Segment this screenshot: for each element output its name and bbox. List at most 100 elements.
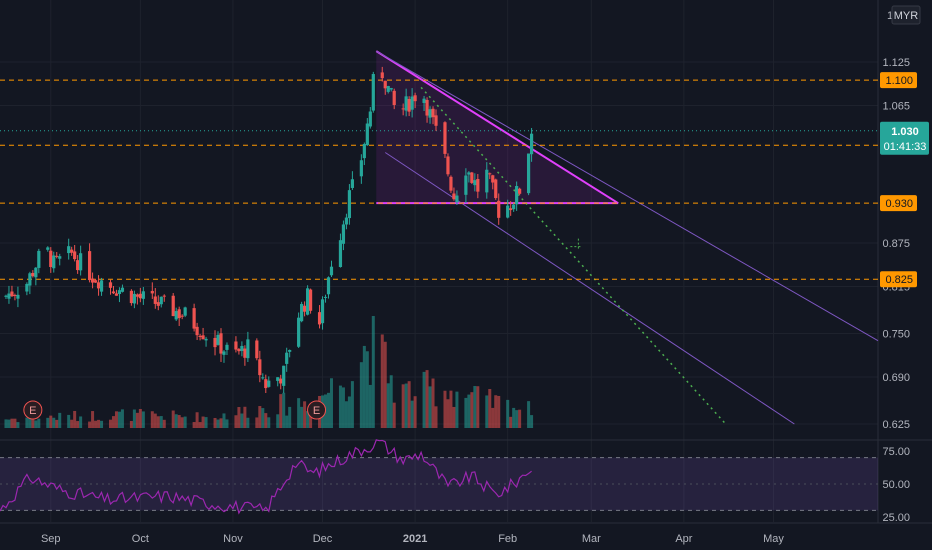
volume-bar xyxy=(213,417,217,428)
candle-body xyxy=(341,224,346,244)
candle-body xyxy=(55,255,59,257)
candle-body xyxy=(46,247,50,250)
candle-body xyxy=(326,277,331,295)
triangle-upper-trendline[interactable] xyxy=(375,50,619,205)
time-axis-label: Oct xyxy=(132,533,149,545)
candle-body xyxy=(96,282,101,289)
volume-bar xyxy=(76,421,80,428)
volume-bar xyxy=(192,422,196,428)
volume-bar xyxy=(485,395,489,428)
currency-label: MYR xyxy=(894,10,919,22)
volume-bar xyxy=(285,415,289,428)
volume-bar xyxy=(264,413,268,428)
volume-bar xyxy=(407,381,411,428)
volume-bar xyxy=(497,395,501,428)
candle-body xyxy=(288,350,292,352)
volume-bar xyxy=(261,408,265,428)
candle-body xyxy=(526,153,531,194)
candle-body xyxy=(108,282,113,288)
volume-bar xyxy=(222,413,226,428)
candle-body xyxy=(285,352,289,364)
volume-bar xyxy=(297,398,301,428)
candle-body xyxy=(485,169,489,193)
volume-bar xyxy=(518,409,522,428)
candle-body xyxy=(383,80,387,89)
volume-bar xyxy=(156,416,160,428)
earnings-marker-icon[interactable] xyxy=(307,400,327,420)
candle-body xyxy=(135,294,139,297)
volume-bar xyxy=(198,422,202,428)
volume-bar xyxy=(434,406,438,428)
candle-body xyxy=(282,365,286,386)
price-axis-tick-label: 1.125 xyxy=(882,57,910,69)
candle-body xyxy=(404,96,408,111)
candle-body xyxy=(49,250,53,267)
volume-bar xyxy=(183,416,187,428)
volume-bar xyxy=(476,386,480,428)
volume-bar xyxy=(452,406,456,428)
level-price-tag-label: 1.100 xyxy=(885,75,913,87)
volume-bar xyxy=(138,408,142,428)
channel-line[interactable] xyxy=(376,50,879,342)
volume-bar xyxy=(443,390,447,428)
candle-body xyxy=(359,160,363,177)
volume-bar xyxy=(58,412,62,428)
volume-bar xyxy=(153,413,157,428)
volume-bar xyxy=(204,417,208,428)
volume-bar xyxy=(300,406,304,428)
volume-bar xyxy=(413,396,417,428)
candle-body xyxy=(219,333,223,354)
candle-body xyxy=(410,96,414,110)
candle-body xyxy=(386,86,390,92)
candle-body xyxy=(506,205,510,218)
candle-body xyxy=(7,293,11,299)
candle-body xyxy=(494,179,498,199)
candle-body xyxy=(329,266,334,276)
currency-button[interactable] xyxy=(891,5,921,25)
volume-bar xyxy=(28,418,32,428)
candle-body xyxy=(509,208,513,211)
volume-bar xyxy=(431,378,435,428)
price-axis-label-partial: 1 xyxy=(887,10,893,22)
candle-body xyxy=(276,377,280,381)
price-axis-tick-label: 0.875 xyxy=(882,238,910,250)
candle-body xyxy=(497,200,501,218)
volume-bar xyxy=(338,385,342,428)
candle-body xyxy=(222,351,226,355)
candle-body xyxy=(195,326,199,336)
candle-body xyxy=(392,90,396,105)
candle-body xyxy=(428,109,432,118)
earnings-marker-icon[interactable] xyxy=(23,400,43,420)
level-price-tag-label: 0.930 xyxy=(885,198,913,210)
candle-body xyxy=(413,95,417,102)
volume-bar xyxy=(94,420,98,428)
level-price-tag-label: 0.825 xyxy=(885,274,913,286)
volume-bar xyxy=(371,316,375,428)
volume-bar xyxy=(383,341,387,428)
volume-bar xyxy=(10,418,14,428)
candle-body xyxy=(371,74,375,111)
candle-body xyxy=(16,294,20,299)
candle-body xyxy=(529,133,534,155)
candle-body xyxy=(79,253,83,271)
projection-line[interactable] xyxy=(420,86,727,425)
time-axis-label: 2021 xyxy=(403,533,427,545)
candle-body xyxy=(515,185,519,205)
volume-bar xyxy=(4,419,8,428)
candle-body xyxy=(198,335,202,337)
candle-body xyxy=(174,311,178,320)
volume-bar xyxy=(243,406,247,428)
candle-body xyxy=(512,204,516,210)
candle-body xyxy=(368,111,372,127)
volume-bar xyxy=(267,417,271,428)
candle-body xyxy=(90,278,95,283)
volume-bar xyxy=(329,378,333,428)
volume-bar xyxy=(464,397,468,428)
candle-body xyxy=(4,295,8,297)
candle-body xyxy=(401,108,405,110)
volume-bar xyxy=(237,407,241,428)
volume-bar xyxy=(380,334,384,428)
volume-bar xyxy=(219,418,223,428)
candle-body xyxy=(201,335,205,340)
